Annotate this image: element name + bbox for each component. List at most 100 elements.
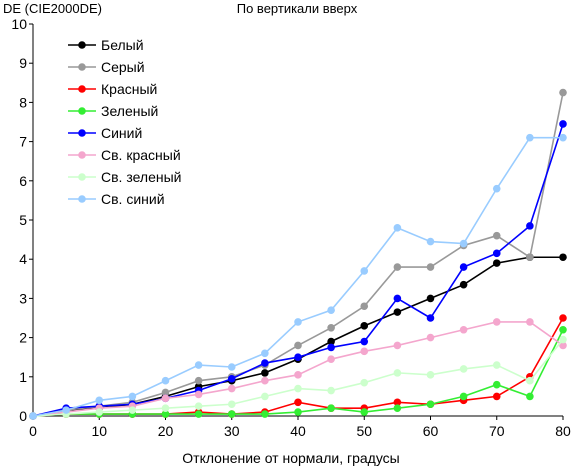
legend-item: Зеленый xyxy=(68,103,158,119)
data-point xyxy=(526,253,534,262)
data-point xyxy=(492,249,501,258)
series-5 xyxy=(29,120,567,420)
data-point xyxy=(62,406,70,414)
data-point xyxy=(360,302,369,311)
data-point xyxy=(194,361,203,369)
x-tick-label: 0 xyxy=(29,423,37,439)
data-point xyxy=(294,371,302,379)
legend-label: Красный xyxy=(101,81,157,97)
data-point xyxy=(459,280,468,289)
legend-label: Зеленый xyxy=(101,103,158,119)
data-point xyxy=(360,267,369,275)
series-line xyxy=(32,92,564,417)
data-point xyxy=(327,343,335,352)
data-point xyxy=(161,410,170,418)
data-point xyxy=(492,318,501,326)
x-axis-label: Отклонение от нормали, градусы xyxy=(182,450,399,466)
data-point xyxy=(559,325,567,334)
data-point xyxy=(492,380,501,389)
data-point xyxy=(128,406,137,414)
data-point xyxy=(459,392,468,401)
data-point xyxy=(559,253,567,262)
data-point xyxy=(294,408,302,416)
x-tick-label: 10 xyxy=(91,423,107,439)
data-point xyxy=(393,308,402,316)
data-point xyxy=(194,402,203,411)
data-point xyxy=(261,369,269,377)
x-tick-label: 50 xyxy=(356,423,372,439)
legend-label: Синий xyxy=(101,125,142,141)
legend-swatch-marker xyxy=(78,107,86,115)
data-point xyxy=(459,263,468,271)
data-point xyxy=(194,390,203,399)
data-point xyxy=(261,376,269,385)
data-point xyxy=(360,337,369,346)
data-point xyxy=(559,120,567,128)
data-point xyxy=(128,392,137,401)
legend-item: Серый xyxy=(68,59,145,75)
data-point xyxy=(459,325,468,334)
data-point xyxy=(426,400,435,409)
data-point xyxy=(426,333,435,342)
legend-swatch-marker xyxy=(78,85,86,93)
y-axis-label: DE (CIE2000DE) xyxy=(3,1,102,16)
data-point xyxy=(294,341,302,350)
legend: Белый Серый Красный Зеленый Синий Св. красный… xyxy=(68,37,181,207)
data-point xyxy=(459,365,468,373)
data-point xyxy=(393,341,402,350)
legend-label: Св. красный xyxy=(101,147,181,163)
data-point xyxy=(492,259,501,267)
y-tick-label: 2 xyxy=(19,330,27,346)
data-point xyxy=(227,410,236,418)
data-point xyxy=(559,335,567,344)
data-point xyxy=(327,306,335,314)
data-point xyxy=(360,347,369,356)
x-tick-label: 80 xyxy=(555,423,571,439)
data-point xyxy=(294,398,302,407)
data-point xyxy=(294,384,302,393)
legend-swatch-marker xyxy=(78,151,86,159)
data-point xyxy=(227,363,236,371)
data-point xyxy=(559,341,567,350)
data-point xyxy=(559,88,567,97)
data-point xyxy=(492,184,501,193)
data-point xyxy=(559,133,567,142)
data-point xyxy=(261,349,269,358)
data-point xyxy=(161,388,170,397)
legend-label: Св. зеленый xyxy=(101,169,181,185)
data-point xyxy=(227,400,236,409)
data-point xyxy=(294,318,302,326)
data-point xyxy=(426,237,435,246)
legend-item: Св. зеленый xyxy=(68,169,181,185)
data-point xyxy=(327,337,335,346)
data-point xyxy=(360,408,369,416)
legend-item: Св. синий xyxy=(68,191,165,207)
x-tick-label: 70 xyxy=(489,423,505,439)
series-7 xyxy=(29,335,567,420)
data-point xyxy=(526,222,534,230)
data-point xyxy=(426,263,435,271)
data-point xyxy=(360,378,369,387)
data-point xyxy=(393,224,402,232)
y-tick-label: 7 xyxy=(19,134,27,150)
data-point xyxy=(95,396,104,405)
data-point xyxy=(526,318,534,326)
data-point xyxy=(327,386,335,395)
data-point xyxy=(393,398,402,407)
legend-label: Св. синий xyxy=(101,191,165,207)
y-tick-label: 1 xyxy=(19,369,27,385)
series-6 xyxy=(29,318,567,420)
data-point xyxy=(194,376,203,385)
data-point xyxy=(393,369,402,377)
data-point xyxy=(161,394,170,403)
x-tick-label: 60 xyxy=(423,423,439,439)
data-point xyxy=(492,361,501,369)
data-point xyxy=(526,376,534,385)
data-point xyxy=(194,410,203,418)
axes: 0 1 2 3 4 5 6 7 8 9 10 0 10 20 30 40 50 60 70 80 xyxy=(11,16,571,439)
data-point xyxy=(161,376,170,385)
legend-label: Белый xyxy=(101,37,144,53)
data-point xyxy=(227,374,236,383)
legend-swatch-marker xyxy=(78,129,86,137)
